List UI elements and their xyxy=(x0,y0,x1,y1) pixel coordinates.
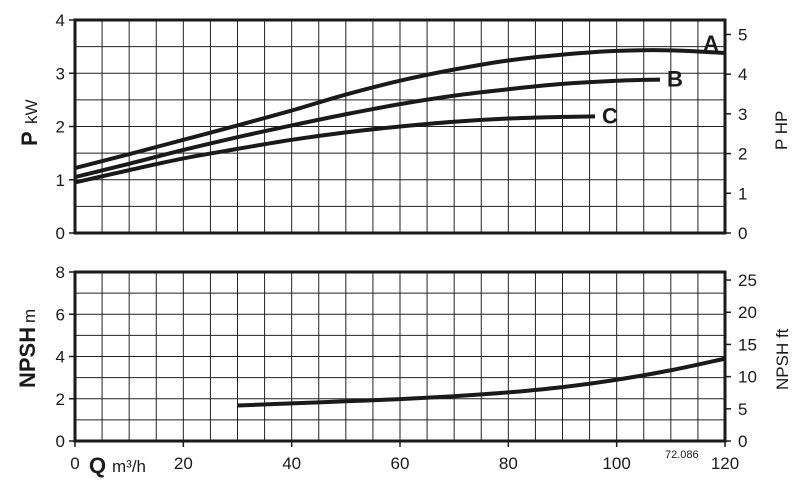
npsh-right-tick-label: 0 xyxy=(738,432,747,451)
power-hp-axis-label: P HP xyxy=(772,111,791,150)
npsh-right-tick-label: 5 xyxy=(738,400,747,419)
x-tick-label: 20 xyxy=(174,454,193,473)
npsh-left-tick-label: 8 xyxy=(56,263,65,282)
curves: AB C xyxy=(74,31,726,408)
power-right-tick-label: 5 xyxy=(738,25,747,44)
x-tick-label: 0 xyxy=(70,454,79,473)
curve-b xyxy=(74,77,661,180)
curve-a-label: A xyxy=(703,31,719,56)
power-right-tick-label: 3 xyxy=(738,105,747,124)
npsh-right-tick-label: 15 xyxy=(738,335,757,354)
power-left-tick-label: 1 xyxy=(56,171,65,190)
curve-c-label: C xyxy=(602,103,618,128)
curve-a xyxy=(74,48,726,170)
power-axis-unit: kW xyxy=(22,99,41,124)
power-left-tick-label: 4 xyxy=(56,11,65,30)
npsh-ft-axis-label: NPSH ft xyxy=(773,328,792,390)
npsh-left-tick-label: 4 xyxy=(56,348,65,367)
power-left-tick-label: 3 xyxy=(56,64,65,83)
curve-b-label: B xyxy=(667,67,683,92)
power-axis-symbol: P xyxy=(17,131,42,146)
power-right-tick-label: 0 xyxy=(738,224,747,243)
power-right-tick-label: 2 xyxy=(738,145,747,164)
x-tick-label: 80 xyxy=(499,454,518,473)
power-right-tick-label: 1 xyxy=(738,184,747,203)
power-left-tick-label: 0 xyxy=(56,224,65,243)
npsh-left-tick-label: 2 xyxy=(56,390,65,409)
figure-code: 72.086 xyxy=(665,449,699,461)
npsh-axis-unit: m xyxy=(20,309,39,323)
x-tick-label: 40 xyxy=(282,454,301,473)
power-left-tick-label: 2 xyxy=(56,118,65,137)
x-tick-label: 100 xyxy=(602,454,630,473)
npsh-left-tick-label: 6 xyxy=(56,305,65,324)
x-tick-label: 120 xyxy=(711,454,739,473)
npsh-axis-symbol: NPSH xyxy=(15,327,40,388)
npsh-right-tick-label: 10 xyxy=(738,368,757,387)
flow-axis-symbol: Q xyxy=(89,453,106,478)
npsh-right-tick-label: 25 xyxy=(738,271,757,290)
flow-axis-unit: m³/h xyxy=(112,457,146,476)
npsh-chart-grid xyxy=(73,270,727,443)
npsh-curve xyxy=(237,356,726,408)
npsh-left-tick-label: 0 xyxy=(56,432,65,451)
x-tick-label: 60 xyxy=(391,454,410,473)
power-right-tick-label: 4 xyxy=(738,65,747,84)
npsh-right-tick-label: 20 xyxy=(738,303,757,322)
curve-c xyxy=(74,114,596,185)
